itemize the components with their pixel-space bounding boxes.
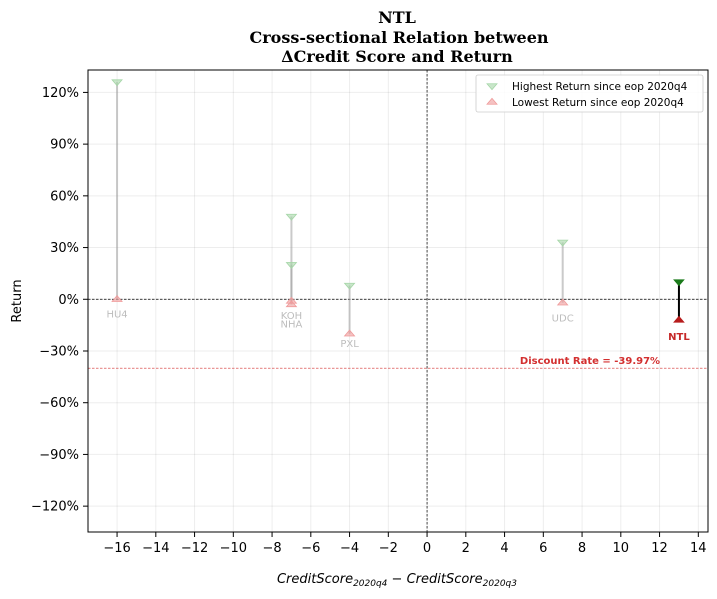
x-tick-label: −4 (340, 541, 359, 556)
point-label-koh: KOH (281, 311, 302, 322)
low-marker-udc (556, 298, 569, 306)
y-tick-label: −90% (39, 448, 79, 463)
y-tick-label: −60% (39, 396, 79, 411)
chart-title: NTL Cross-sectional Relation between ΔCr… (250, 8, 549, 66)
y-tick-label: −30% (39, 344, 79, 359)
x-tick-label: 0 (423, 541, 431, 556)
reference-lines: Discount Rate = -39.97% (88, 70, 708, 532)
x-label-b: CreditScore (407, 572, 483, 587)
x-label-minus: − (387, 572, 406, 587)
high-marker-hu4 (111, 79, 123, 87)
point-label-nha: NHA (281, 319, 303, 330)
y-tick-label: 0% (58, 293, 79, 308)
discount-rate-label: Discount Rate = -39.97% (520, 356, 660, 367)
x-tick-label: −14 (142, 541, 169, 556)
high-marker-pxl (343, 282, 356, 290)
x-tick-label: −6 (301, 541, 320, 556)
legend: Highest Return since eop 2020q4 Lowest Re… (475, 74, 704, 113)
x-axis-label: CreditScore2020q4 − CreditScore2020q3 (277, 572, 517, 589)
x-label-a: CreditScore (277, 572, 353, 587)
low-marker-hu4 (111, 295, 123, 302)
y-tick-label: 120% (42, 86, 79, 101)
markers (111, 79, 685, 337)
y-tick-label: 60% (50, 189, 79, 204)
x-tick-label: −10 (220, 541, 247, 556)
high-marker-nha (285, 262, 298, 270)
x-tick-label: 4 (500, 541, 508, 556)
x-tick-label: −2 (379, 541, 398, 556)
point-label-pxl: PXL (340, 339, 359, 350)
legend-box (475, 74, 704, 113)
low-marker-focus (673, 315, 685, 323)
focus-point-label: NTL (668, 332, 690, 343)
legend-label-high: Highest Return since eop 2020q4 (512, 81, 688, 93)
x-axis-ticks: −16 −14 −12 −10 −8 −6 −4 −2 0 2 4 6 8 10 12 14 (103, 532, 707, 556)
point-label-udc: UDC (552, 314, 574, 325)
x-tick-label: 12 (651, 541, 668, 556)
plot-frame (87, 69, 709, 533)
x-tick-label: −12 (181, 541, 208, 556)
x-tick-label: 8 (578, 541, 586, 556)
high-marker-koh (285, 213, 298, 221)
title-line-3: ΔCredit Score and Return (281, 47, 513, 66)
low-marker-pxl (343, 329, 356, 337)
y-tick-label: 30% (50, 241, 79, 256)
grid (88, 70, 708, 532)
legend-marker-high (486, 83, 498, 91)
y-tick-label: 90% (50, 138, 79, 153)
legend-marker-low (486, 97, 498, 105)
stems (116, 82, 680, 334)
legend-label-low: Lowest Return since eop 2020q4 (512, 97, 684, 109)
high-marker-focus (673, 279, 685, 287)
point-label-hu4: HU4 (106, 309, 127, 320)
x-label-b-sub: 2020q3 (483, 579, 518, 589)
x-tick-label: −16 (103, 541, 130, 556)
title-line-1: NTL (378, 8, 416, 27)
x-tick-label: 14 (690, 541, 707, 556)
x-tick-label: 6 (539, 541, 547, 556)
x-tick-label: 2 (462, 541, 470, 556)
y-axis-ticks: −120% −90% −60% −30% 0% 30% 60% 90% 120% (31, 86, 88, 515)
y-tick-label: −120% (31, 500, 79, 515)
x-tick-label: 10 (613, 541, 630, 556)
x-tick-label: −8 (262, 541, 281, 556)
low-marker-nha (285, 300, 298, 308)
y-axis-label: Return (10, 279, 25, 322)
title-line-2: Cross-sectional Relation between (250, 28, 549, 47)
high-marker-udc (556, 239, 569, 247)
x-label-a-sub: 2020q4 (353, 579, 388, 589)
